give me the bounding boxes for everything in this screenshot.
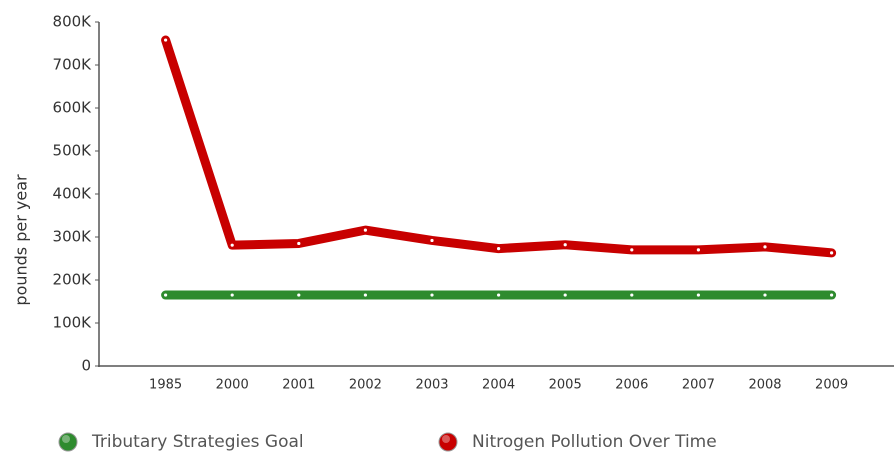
- x-tick-label: 2001: [282, 378, 315, 393]
- point: [230, 243, 234, 247]
- y-tick-label: 300K: [53, 228, 93, 246]
- legend-swatch: [58, 432, 78, 452]
- point: [763, 245, 767, 249]
- legend-label: Tributary Strategies Goal: [91, 432, 304, 452]
- x-tick-label: 2000: [216, 378, 249, 393]
- point: [164, 293, 168, 297]
- legend-swatch: [438, 432, 458, 452]
- point: [297, 241, 301, 246]
- legend-label: Nitrogen Pollution Over Time: [472, 432, 717, 452]
- point: [164, 38, 168, 42]
- y-tick-label: 700K: [53, 56, 93, 74]
- x-tick-label: 2004: [482, 378, 515, 393]
- point: [630, 248, 634, 252]
- y-axis-label: pounds per year: [12, 174, 31, 306]
- x-tick-label: 2006: [615, 378, 648, 393]
- point: [230, 293, 234, 297]
- point: [696, 248, 701, 252]
- y-tick-label: 600K: [53, 99, 93, 117]
- point: [696, 293, 701, 297]
- y-tick-label: 200K: [53, 271, 93, 289]
- x-tick-label: 2002: [349, 378, 382, 393]
- point: [630, 293, 634, 297]
- point: [430, 238, 434, 243]
- point: [563, 243, 567, 247]
- point: [763, 293, 767, 297]
- legend-swatch-highlight: [442, 435, 450, 443]
- y-tick-label: 100K: [53, 314, 93, 332]
- point: [363, 228, 367, 232]
- y-tick-label: 0: [81, 357, 91, 375]
- point: [830, 293, 834, 297]
- x-tick-label: 1985: [149, 378, 182, 393]
- x-tick-label: 2009: [815, 378, 848, 393]
- y-tick-label: 800K: [53, 13, 93, 31]
- point: [297, 293, 301, 297]
- x-tick-label: 2008: [748, 378, 781, 393]
- y-tick-label: 500K: [53, 142, 93, 160]
- x-tick-label: 2003: [415, 378, 448, 393]
- point: [497, 293, 501, 297]
- point: [430, 293, 434, 297]
- point: [563, 293, 567, 297]
- legend-swatch-highlight: [62, 435, 70, 443]
- point: [497, 247, 501, 251]
- point: [363, 293, 367, 297]
- point: [830, 251, 834, 255]
- x-tick-label: 2007: [682, 378, 715, 393]
- series-line: [161, 35, 837, 258]
- y-tick-label: 400K: [53, 185, 93, 203]
- x-tick-label: 2005: [549, 378, 582, 393]
